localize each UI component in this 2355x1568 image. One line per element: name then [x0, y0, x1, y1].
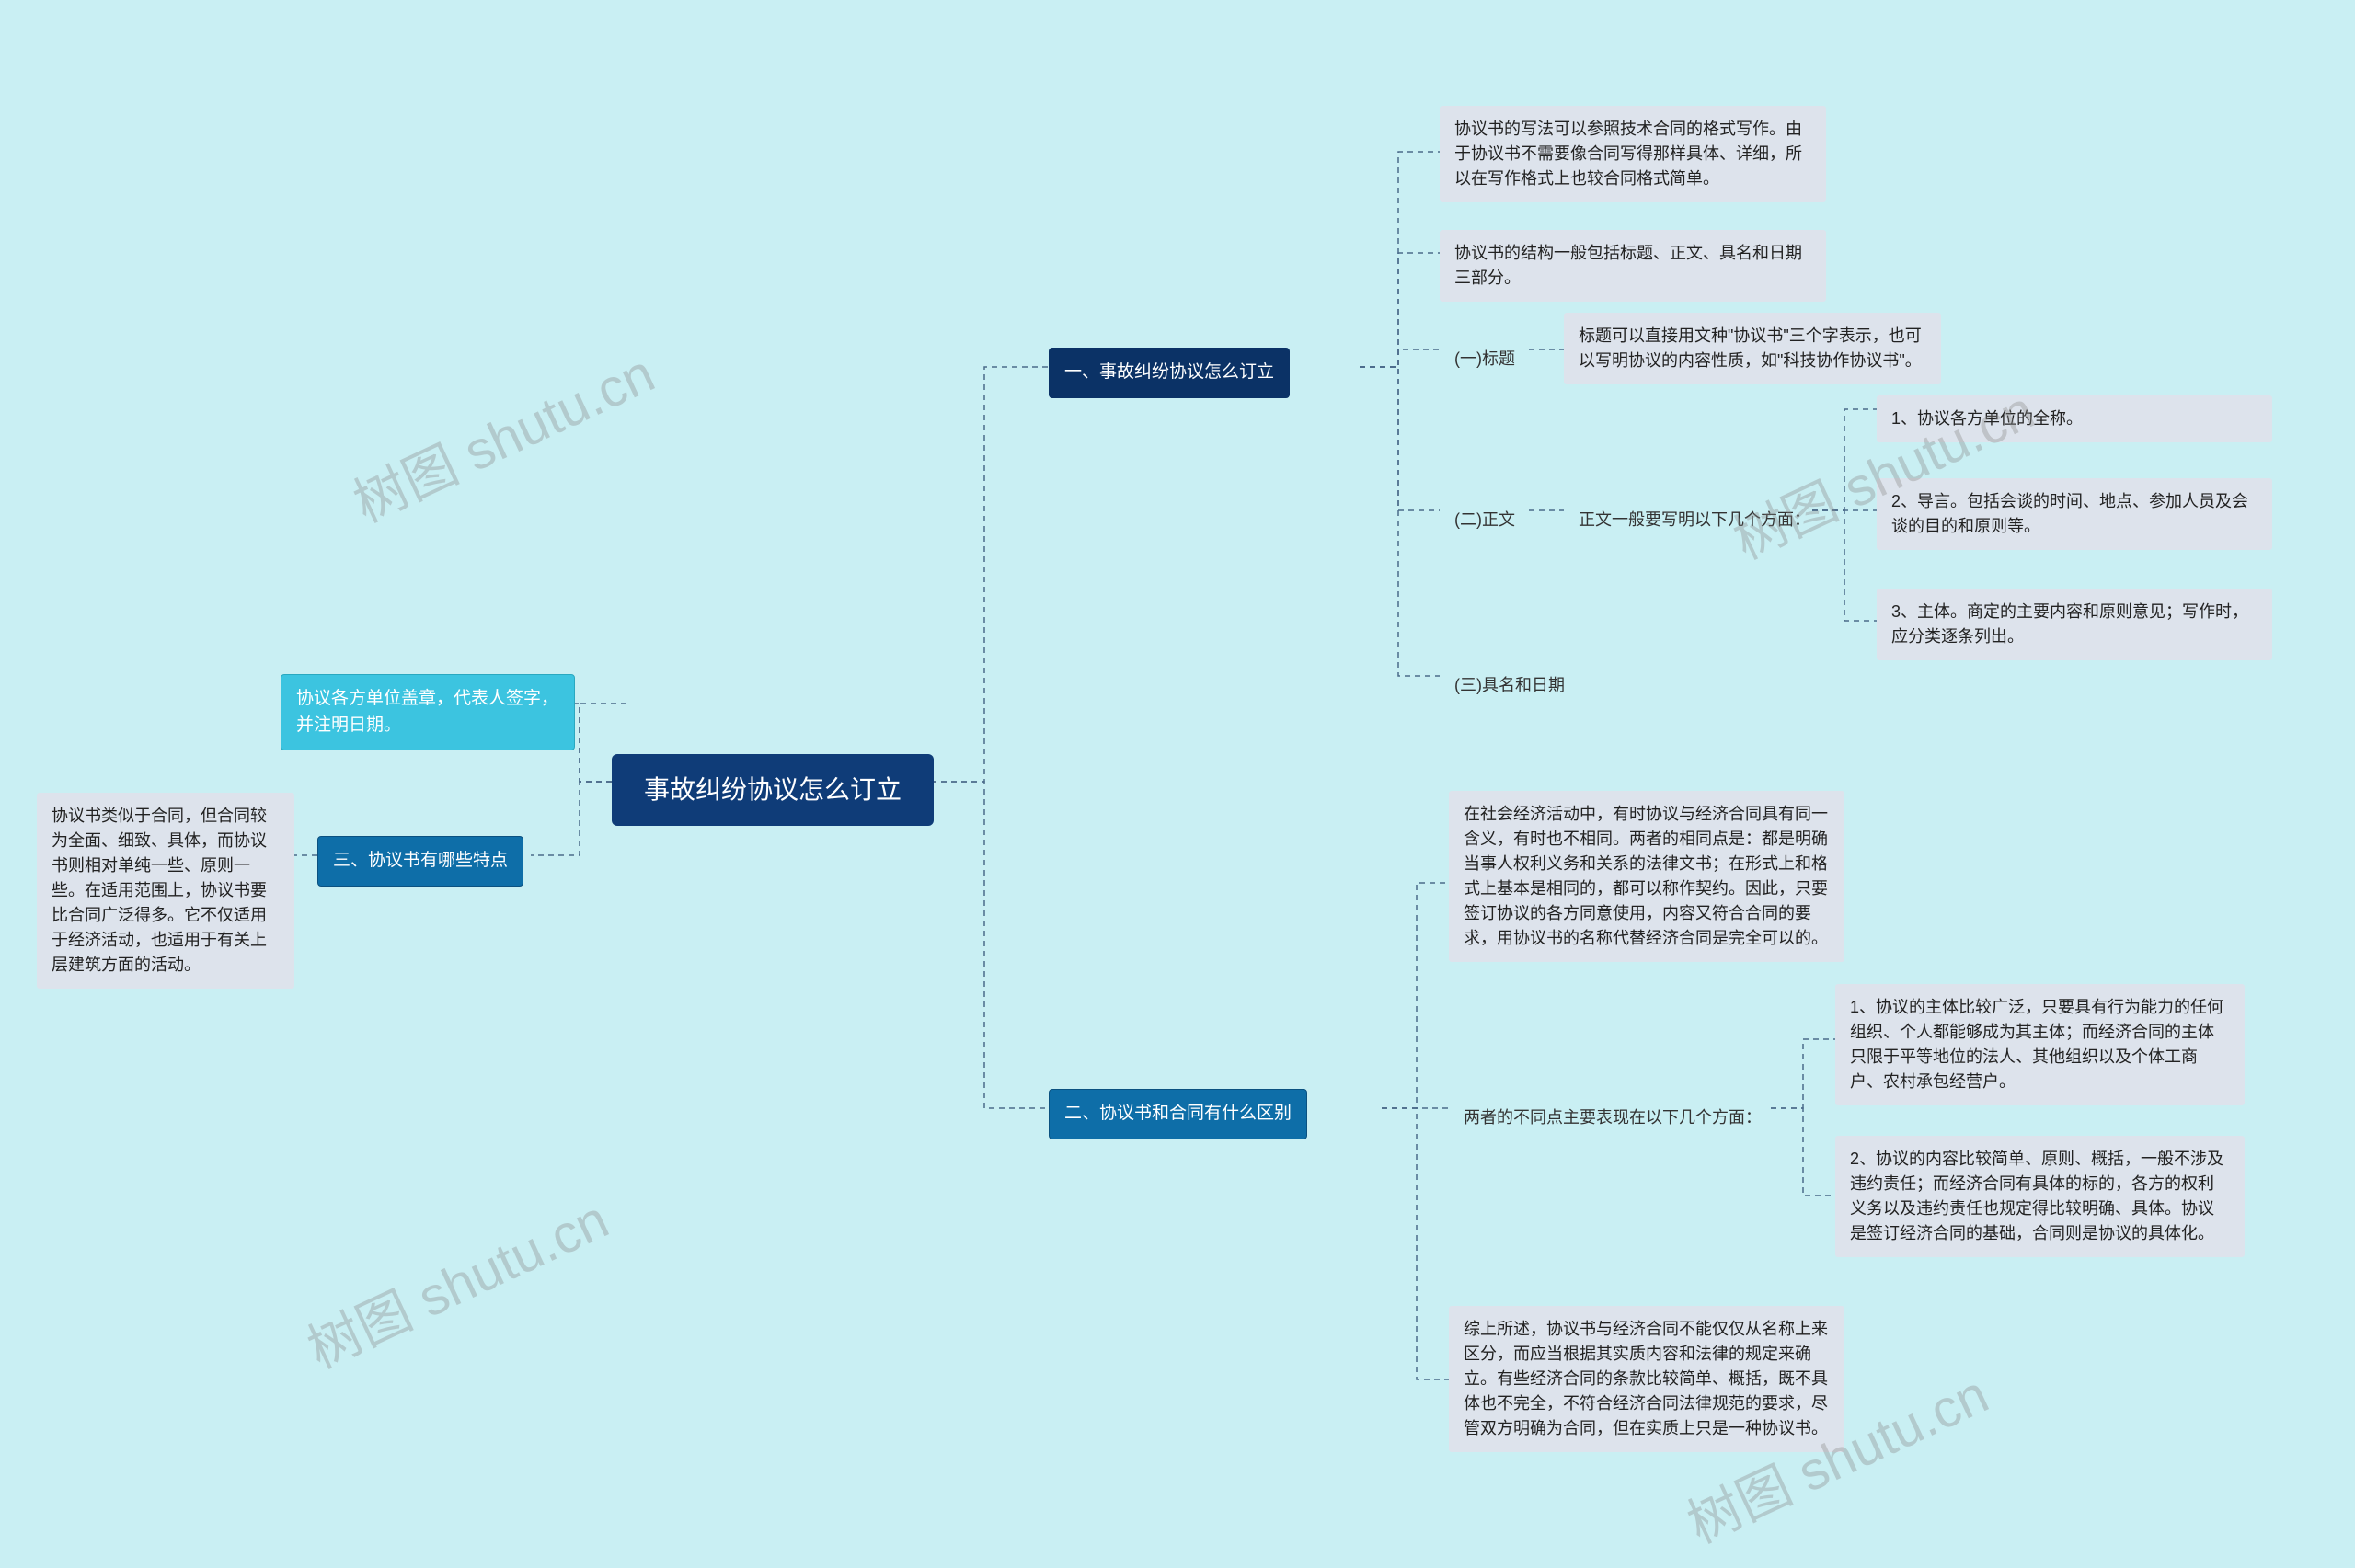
watermark: 树图 shutu.cn: [339, 331, 665, 538]
branch-sec1: 一、事故纠纷协议怎么订立: [1049, 348, 1290, 398]
sec2-diff-intro: 两者的不同点主要表现在以下几个方面：: [1449, 1094, 1776, 1141]
sec2-leaf-a: 在社会经济活动中，有时协议与经济合同具有同一含义，有时也不相同。两者的相同点是：…: [1449, 791, 1844, 962]
branch-sec2: 二、协议书和合同有什么区别: [1049, 1089, 1307, 1139]
sec1-leaf-a: 协议书的写法可以参照技术合同的格式写作。由于协议书不需要像合同写得那样具体、详细…: [1440, 106, 1826, 202]
sec1-sub3-label: (三)具名和日期: [1440, 662, 1580, 709]
root-node: 事故纠纷协议怎么订立: [612, 754, 934, 826]
sec1-sub1-leaf: 标题可以直接用文种"协议书"三个字表示，也可以写明协议的内容性质，如"科技协作协…: [1564, 313, 1941, 384]
branch-seal: 协议各方单位盖章，代表人签字，并注明日期。: [281, 674, 575, 750]
watermark: 树图 shutu.cn: [293, 1177, 619, 1384]
sec2-diff-p1: 1、协议的主体比较广泛，只要具有行为能力的任何组织、个人都能够成为其主体；而经济…: [1835, 984, 2245, 1105]
branch-sec3: 三、协议书有哪些特点: [317, 836, 523, 887]
sec3-leaf: 协议书类似于合同，但合同较为全面、细致、具体，而协议书则相对单纯一些、原则一些。…: [37, 793, 294, 989]
sec1-sub1-label: (一)标题: [1440, 336, 1530, 383]
sec1-sub2-label: (二)正文: [1440, 497, 1530, 544]
sec2-leaf-c: 综上所述，协议书与经济合同不能仅仅从名称上来区分，而应当根据其实质内容和法律的规…: [1449, 1306, 1844, 1452]
connector-lines-left: [0, 0, 2355, 1568]
connector-lines: [0, 0, 2355, 1568]
sec1-sub2-intro: 正文一般要写明以下几个方面：: [1564, 497, 1825, 544]
sec2-diff-p2: 2、协议的内容比较简单、原则、概括，一般不涉及违约责任；而经济合同有具体的标的，…: [1835, 1136, 2245, 1257]
sec1-leaf-b: 协议书的结构一般包括标题、正文、具名和日期三部分。: [1440, 230, 1826, 302]
sec1-sub2-p2: 2、导言。包括会谈的时间、地点、参加人员及会谈的目的和原则等。: [1877, 478, 2272, 550]
sec1-sub2-p1: 1、协议各方单位的全称。: [1877, 395, 2272, 442]
sec1-sub2-p3: 3、主体。商定的主要内容和原则意见；写作时，应分类逐条列出。: [1877, 589, 2272, 660]
